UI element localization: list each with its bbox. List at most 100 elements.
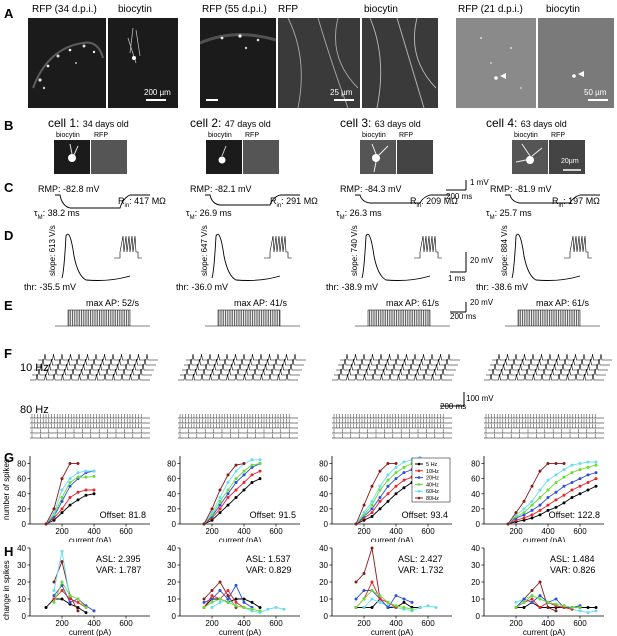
data-point bbox=[594, 477, 598, 481]
data-point bbox=[218, 511, 222, 515]
y-tick-label: 20 bbox=[319, 505, 328, 514]
data-point bbox=[68, 462, 72, 466]
cell-1-ap-trace bbox=[61, 233, 131, 281]
data-point bbox=[258, 609, 262, 613]
panel-e-traces bbox=[55, 302, 600, 327]
y-tick-label: 10 bbox=[471, 595, 480, 604]
data-point bbox=[362, 589, 366, 592]
data-point bbox=[242, 473, 246, 477]
offset-label: Offset: 93.4 bbox=[402, 510, 448, 520]
cell-1-stim-traces bbox=[30, 353, 158, 439]
data-point bbox=[226, 503, 230, 507]
cell-4-max-ap: max AP: 61/s bbox=[536, 298, 590, 308]
panel-c-letter: C bbox=[4, 180, 14, 195]
data-point bbox=[68, 594, 72, 598]
trace-10hz-line bbox=[486, 368, 606, 376]
data-point bbox=[434, 606, 438, 609]
offset-label: Offset: 91.5 bbox=[250, 510, 296, 520]
x-tick-label: 400 bbox=[541, 527, 555, 536]
data-point bbox=[514, 600, 518, 604]
cell-4-biocytin-label: biocytin bbox=[514, 132, 538, 139]
x-tick-label: 400 bbox=[389, 619, 403, 628]
data-point bbox=[202, 600, 206, 604]
y-tick-label: 20 bbox=[319, 578, 328, 587]
data-point bbox=[234, 469, 238, 473]
x-tick-label: 200 bbox=[55, 619, 69, 628]
trace-10hz-line bbox=[182, 363, 302, 371]
data-point bbox=[362, 606, 366, 609]
legend-entry: 40Hz bbox=[426, 482, 439, 488]
data-point bbox=[402, 600, 406, 604]
data-point bbox=[234, 488, 238, 492]
x-tick-label: 200 bbox=[357, 527, 371, 536]
data-point bbox=[250, 607, 254, 611]
data-point bbox=[60, 580, 64, 584]
data-point bbox=[266, 607, 270, 611]
data-point bbox=[76, 471, 80, 475]
data-point bbox=[506, 522, 510, 526]
data-point bbox=[60, 488, 64, 492]
cell-2-max-ap-trace bbox=[205, 309, 300, 327]
data-point bbox=[538, 503, 542, 507]
data-point bbox=[410, 600, 414, 604]
data-point bbox=[530, 484, 534, 488]
panel-e-scalebar bbox=[450, 302, 467, 313]
trace-10hz-line bbox=[334, 368, 454, 376]
data-point bbox=[530, 594, 534, 598]
cell-1-biocytin-label: biocytin bbox=[56, 132, 80, 139]
data-point bbox=[218, 597, 222, 601]
panel-a-label-3: RFP (55 d.p.i.) bbox=[202, 4, 267, 15]
panel-e-scale-v: 20 mV bbox=[470, 298, 494, 307]
data-point bbox=[242, 488, 246, 492]
legend-marker bbox=[417, 496, 421, 500]
data-point bbox=[394, 477, 398, 481]
data-point bbox=[538, 488, 542, 492]
data-point bbox=[60, 560, 64, 564]
series-line-5hz bbox=[203, 478, 261, 525]
x-tick-label: 400 bbox=[87, 619, 101, 628]
data-point bbox=[386, 462, 390, 466]
trace-10hz-line bbox=[180, 368, 300, 376]
y-tick-label: 0 bbox=[324, 520, 329, 529]
data-point bbox=[554, 480, 558, 484]
data-point bbox=[554, 597, 558, 601]
data-point bbox=[52, 589, 56, 592]
micrograph-rfp-55dpi-texture bbox=[200, 33, 276, 101]
data-point bbox=[578, 609, 582, 613]
data-point bbox=[92, 492, 96, 496]
data-point bbox=[250, 463, 254, 467]
data-point bbox=[226, 597, 230, 601]
data-point bbox=[586, 460, 590, 464]
cell-3-tau: τM: 26.3 ms bbox=[336, 208, 382, 221]
micrograph-rfp-zoom: 25 µm bbox=[278, 18, 360, 108]
micrograph-rfp-34dpi bbox=[28, 18, 106, 108]
panel-e-scale-t: 200 ms bbox=[450, 312, 477, 321]
data-point bbox=[522, 518, 526, 522]
micrograph-biocytin-2 bbox=[362, 18, 438, 108]
panel-d-scale-t: 1 ms bbox=[448, 274, 466, 283]
data-point bbox=[530, 597, 534, 601]
x-axis-label: current (pA) bbox=[219, 628, 262, 636]
data-point bbox=[76, 498, 80, 502]
data-point bbox=[578, 468, 582, 472]
data-point bbox=[354, 580, 358, 584]
data-point bbox=[546, 496, 550, 500]
data-point bbox=[530, 600, 534, 604]
y-tick-label: 10 bbox=[319, 595, 328, 604]
legend-marker bbox=[417, 476, 421, 479]
y-tick-label: 40 bbox=[471, 490, 480, 499]
data-point bbox=[594, 484, 598, 488]
data-point bbox=[370, 484, 374, 488]
data-point bbox=[234, 597, 238, 601]
data-point bbox=[44, 606, 48, 609]
data-point bbox=[242, 480, 246, 484]
panel-a-label-6: RFP (21 d.p.i.) bbox=[458, 4, 523, 15]
cell-4-passive-trace bbox=[505, 194, 600, 204]
data-point bbox=[226, 492, 230, 496]
data-point bbox=[68, 484, 72, 488]
cell-1-rmp: RMP: -82.8 mV bbox=[38, 184, 100, 194]
data-point bbox=[394, 462, 398, 466]
data-point bbox=[234, 463, 238, 467]
data-point bbox=[402, 478, 406, 482]
data-point bbox=[378, 507, 382, 511]
